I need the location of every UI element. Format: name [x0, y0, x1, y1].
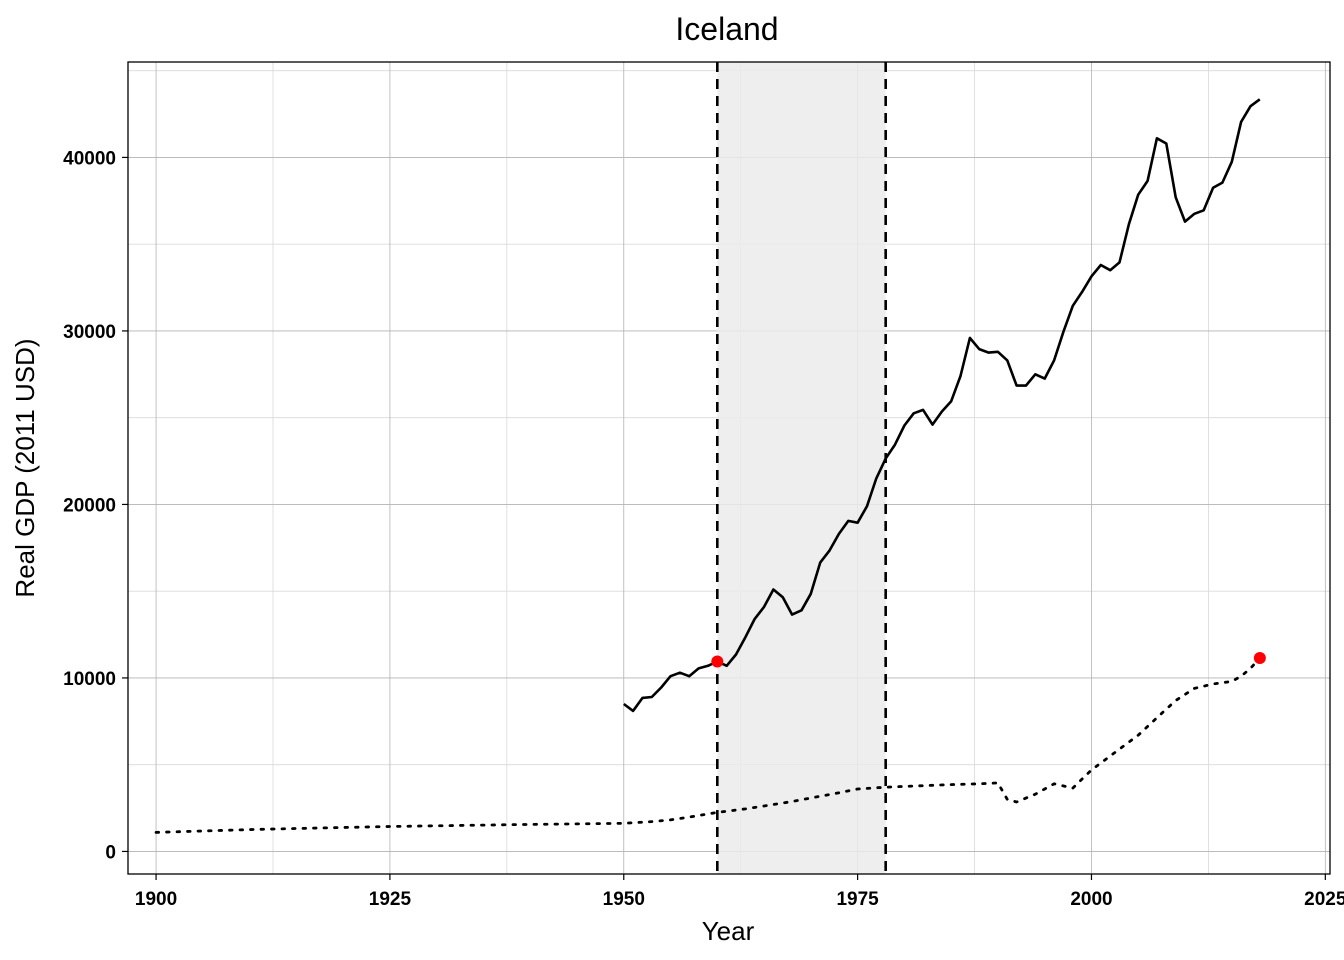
chart-title: Iceland — [675, 11, 778, 47]
series-line-solid — [623, 98, 1261, 713]
x-tick-label: 1925 — [369, 889, 412, 910]
highlight-points — [711, 651, 1266, 668]
y-tick-label: 0 — [105, 842, 116, 863]
x-tick-label: 2025 — [1304, 889, 1344, 910]
shaded-region — [717, 62, 886, 874]
x-tick-label: 2000 — [1070, 889, 1112, 910]
y-tick-label: 40000 — [63, 148, 116, 169]
x-axis-title: Year — [702, 916, 755, 946]
highlight-point — [711, 655, 724, 668]
plot-border — [127, 61, 1331, 875]
y-tick-label: 20000 — [63, 495, 116, 516]
x-tick-label: 1900 — [135, 889, 177, 910]
x-tick-label: 1950 — [603, 889, 645, 910]
y-axis-title: Real GDP (2011 USD) — [10, 338, 40, 597]
y-tick-label: 30000 — [63, 322, 116, 343]
axis-ticks: 1900 1925 1950 1975 2000 2025 0 10000 20000 30000… — [63, 148, 1344, 910]
y-tick-label: 10000 — [63, 669, 116, 690]
shaded-region-rect — [717, 62, 886, 874]
series-lines — [154, 98, 1262, 834]
highlight-point — [1253, 651, 1266, 664]
x-tick-label: 1975 — [836, 889, 879, 910]
